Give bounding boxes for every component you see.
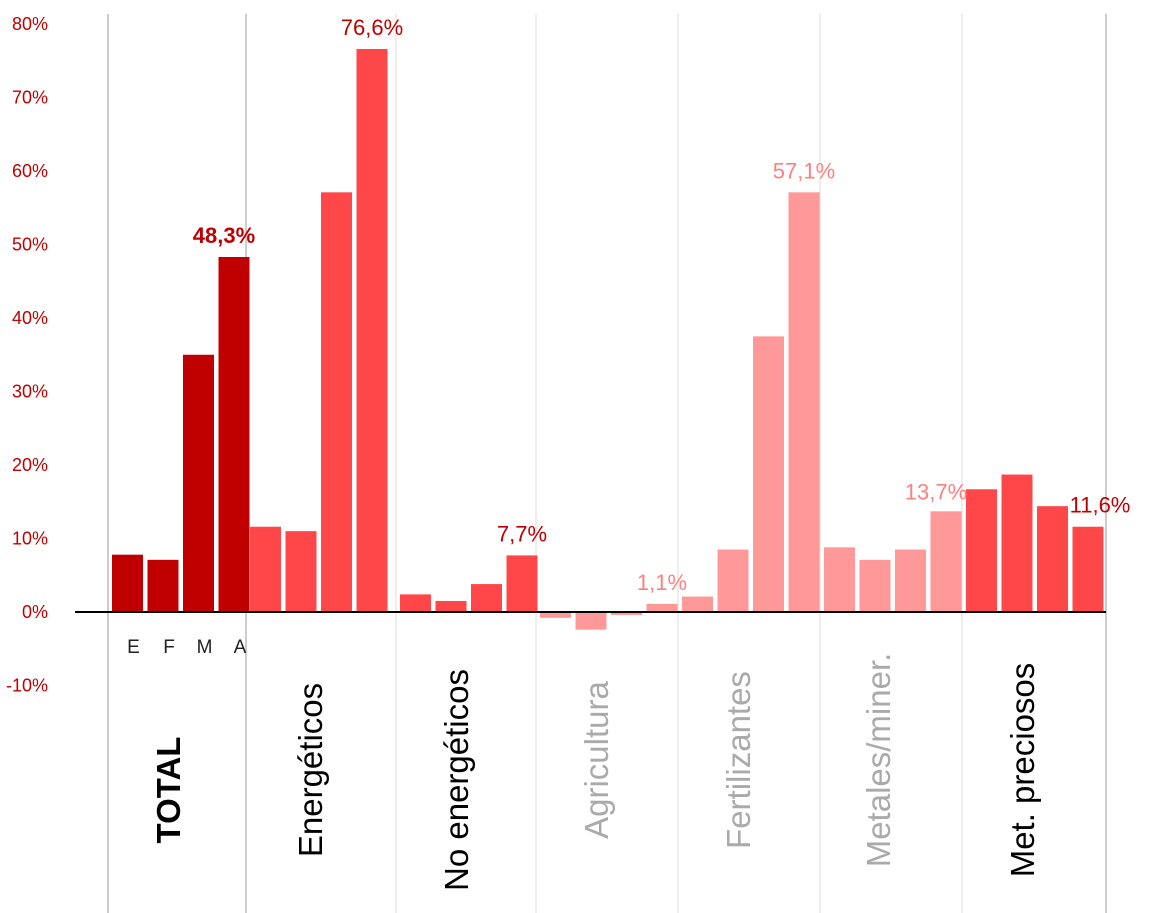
bar: [400, 594, 431, 612]
group-label: Metales/miner.: [860, 653, 897, 868]
bar: [753, 336, 784, 612]
bar: [717, 549, 749, 612]
bar: [859, 559, 891, 612]
group-label: TOTAL: [150, 737, 187, 844]
bar: [1001, 474, 1033, 612]
y-tick-label: 20%: [12, 455, 48, 475]
bar: [112, 554, 143, 612]
month-label: A: [234, 637, 247, 658]
bars: [112, 48, 1104, 630]
y-tick-label: 50%: [12, 235, 48, 255]
bar: [1037, 506, 1068, 612]
month-label: E: [127, 637, 140, 658]
bar: [218, 256, 250, 612]
bar: [682, 596, 713, 612]
bar: [611, 612, 642, 615]
y-tick-label: 70%: [12, 88, 48, 108]
bar: [788, 192, 820, 612]
data-label: 11,6%: [1070, 493, 1131, 518]
month-label: F: [163, 637, 175, 658]
y-tick-label: 0%: [22, 602, 48, 622]
data-label: 1,1%: [637, 570, 687, 595]
bar: [183, 354, 214, 612]
group-label: Energéticos: [292, 683, 329, 857]
group-separators: [107, 14, 1107, 913]
bar: [356, 48, 388, 613]
data-label: 13,7%: [905, 479, 967, 504]
bar: [147, 559, 179, 612]
bar: [506, 555, 538, 612]
bar: [1072, 526, 1104, 612]
bar: [471, 584, 502, 612]
y-tick-label: 10%: [12, 529, 48, 549]
data-label: 7,7%: [497, 521, 547, 546]
month-label: M: [197, 637, 213, 658]
data-label: 48,3%: [193, 223, 255, 248]
group-label: Met. preciosos: [1004, 663, 1041, 878]
bar: [435, 600, 467, 612]
bar: [575, 612, 607, 630]
bar: [250, 526, 281, 612]
y-tick-label: -10%: [6, 676, 48, 696]
group-label: No energéticos: [438, 669, 475, 891]
bar: [824, 547, 855, 612]
bar: [321, 192, 352, 612]
data-label: 76,6%: [341, 15, 403, 40]
bar: [930, 511, 962, 612]
group-label: Fertilizantes: [720, 671, 757, 849]
group-label: Agricultura: [578, 680, 615, 838]
data-labels: 48,3% 76,6% 7,7% 1,1% 57,1% 13,7% 11,6%: [193, 15, 1131, 595]
bar: [646, 603, 678, 612]
bar: [540, 612, 571, 618]
y-tick-label: 60%: [12, 161, 48, 181]
group-labels: TOTAL Energéticos No energéticos Agricultur…: [150, 653, 1041, 891]
y-axis-ticks: 80% 70% 60% 50% 40% 30% 20% 10% 0% -10%: [6, 14, 48, 696]
y-tick-label: 80%: [12, 14, 48, 34]
y-tick-label: 30%: [12, 382, 48, 402]
bar: [285, 531, 317, 612]
y-tick-label: 40%: [12, 308, 48, 328]
bar: [895, 549, 926, 612]
data-label: 57,1%: [773, 158, 835, 183]
bar: [966, 489, 997, 612]
